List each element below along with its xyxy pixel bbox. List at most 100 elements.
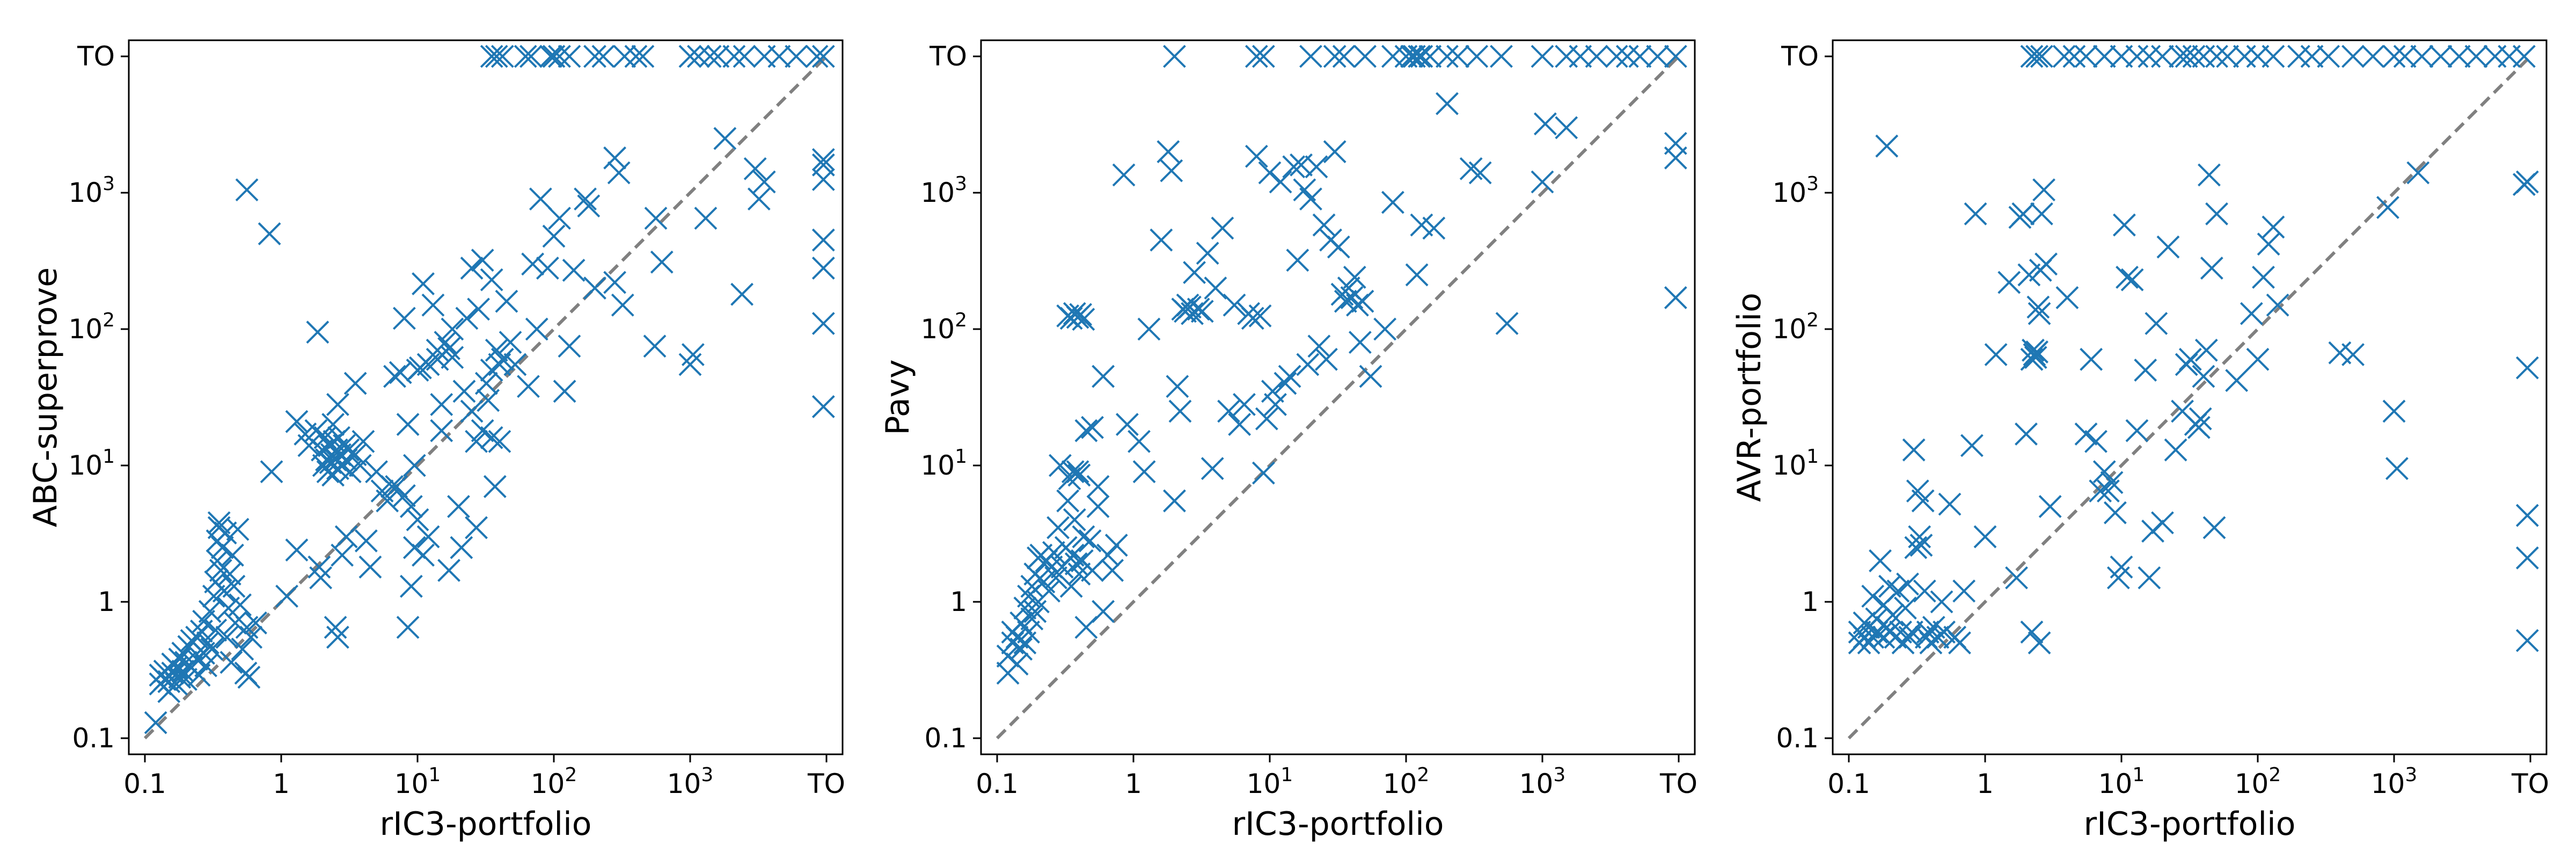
data-point <box>2447 45 2471 68</box>
data-point <box>1005 652 1029 676</box>
data-point <box>1628 45 1652 68</box>
data-point <box>235 178 259 202</box>
data-point <box>678 353 702 376</box>
data-point <box>1323 45 1346 68</box>
data-point <box>2116 266 2139 289</box>
data-point <box>437 337 460 360</box>
data-point <box>452 380 476 403</box>
x-tick-label: 1 <box>273 768 290 799</box>
data-point <box>1037 579 1060 603</box>
data-point <box>441 317 464 341</box>
data-point <box>1381 191 1404 214</box>
data-point <box>326 625 349 649</box>
data-point <box>2385 457 2409 481</box>
data-point <box>214 521 237 545</box>
data-point <box>2515 546 2539 570</box>
data-point <box>480 426 503 449</box>
data-point <box>2341 343 2365 366</box>
data-point <box>1605 45 1628 68</box>
data-point <box>321 413 345 436</box>
data-point <box>722 45 746 68</box>
data-point <box>698 45 722 68</box>
data-point <box>210 536 234 559</box>
data-point <box>412 272 435 295</box>
data-point <box>416 525 440 549</box>
data-point <box>1196 242 1219 265</box>
data-point <box>430 393 453 416</box>
data-point <box>613 45 636 68</box>
data-point <box>471 249 494 272</box>
data-point <box>1066 460 1089 484</box>
data-point <box>2020 347 2044 371</box>
data-point <box>2202 516 2226 540</box>
data-point <box>1241 307 1264 330</box>
data-point <box>1408 45 1431 68</box>
data-point <box>1278 365 1301 388</box>
data-point <box>558 334 581 358</box>
data-point <box>331 543 354 567</box>
data-point <box>1343 266 1366 289</box>
data-point <box>536 257 559 280</box>
x-tick-label: 101 <box>1247 764 1293 799</box>
data-point <box>1307 334 1331 358</box>
data-point <box>2361 45 2385 68</box>
data-point <box>352 430 375 453</box>
data-point <box>196 631 219 654</box>
data-point <box>1046 516 1070 540</box>
data-point <box>1422 216 1446 240</box>
data-point <box>1490 45 1513 68</box>
data-point <box>1405 263 1429 287</box>
data-point <box>2125 45 2149 68</box>
y-tick-label: 102 <box>1772 309 1819 345</box>
data-point <box>2089 479 2112 503</box>
y-tick-label: 0.1 <box>924 723 967 754</box>
data-point <box>2376 195 2399 219</box>
data-point <box>2410 45 2434 68</box>
data-point <box>631 45 655 68</box>
x-tick-label: 0.1 <box>1827 768 1870 799</box>
data-point <box>2011 202 2035 225</box>
data-point <box>811 257 835 280</box>
data-point <box>2028 302 2051 325</box>
data-point <box>455 307 479 330</box>
data-point <box>483 475 507 498</box>
data-point <box>603 271 626 294</box>
data-point <box>480 268 503 292</box>
data-point <box>348 454 372 477</box>
data-point <box>2151 511 2174 535</box>
data-point <box>1086 475 1110 498</box>
y-tick-label: 1 <box>1802 586 1819 617</box>
data-point <box>1023 600 1047 623</box>
data-point <box>2164 438 2187 462</box>
data-point <box>583 45 606 68</box>
data-point <box>1204 276 1227 300</box>
y-tick-label: TO <box>77 41 115 72</box>
data-point <box>1348 331 1372 354</box>
panel-pavy: 0.1 1 101 102 103 TO 0.1 1 101 102 103 TO rIC3-portf… <box>879 39 1697 843</box>
y-axis-label-avr-portfolio: AVR-portfolio <box>1731 293 1768 502</box>
data-point <box>1258 161 1282 185</box>
data-point <box>611 293 634 317</box>
data-point <box>1896 572 1919 596</box>
data-point <box>2515 356 2539 380</box>
data-point <box>577 194 601 218</box>
data-point <box>1973 525 1997 549</box>
data-point <box>396 616 420 639</box>
data-point <box>1255 407 1278 431</box>
data-point <box>1664 146 1687 170</box>
data-point <box>1233 393 1256 416</box>
data-point <box>2257 232 2280 256</box>
data-point <box>219 651 243 674</box>
data-point <box>1132 460 1156 484</box>
data-point <box>1531 45 1554 68</box>
data-point <box>194 654 217 678</box>
data-point <box>336 438 360 462</box>
data-point <box>2092 45 2116 68</box>
data-point <box>488 430 511 453</box>
data-point <box>1898 625 1921 649</box>
data-point <box>1960 434 1984 457</box>
data-point <box>2084 430 2107 453</box>
data-point <box>467 297 490 321</box>
y-tick-label: 1 <box>98 586 115 617</box>
data-point <box>2052 45 2076 68</box>
